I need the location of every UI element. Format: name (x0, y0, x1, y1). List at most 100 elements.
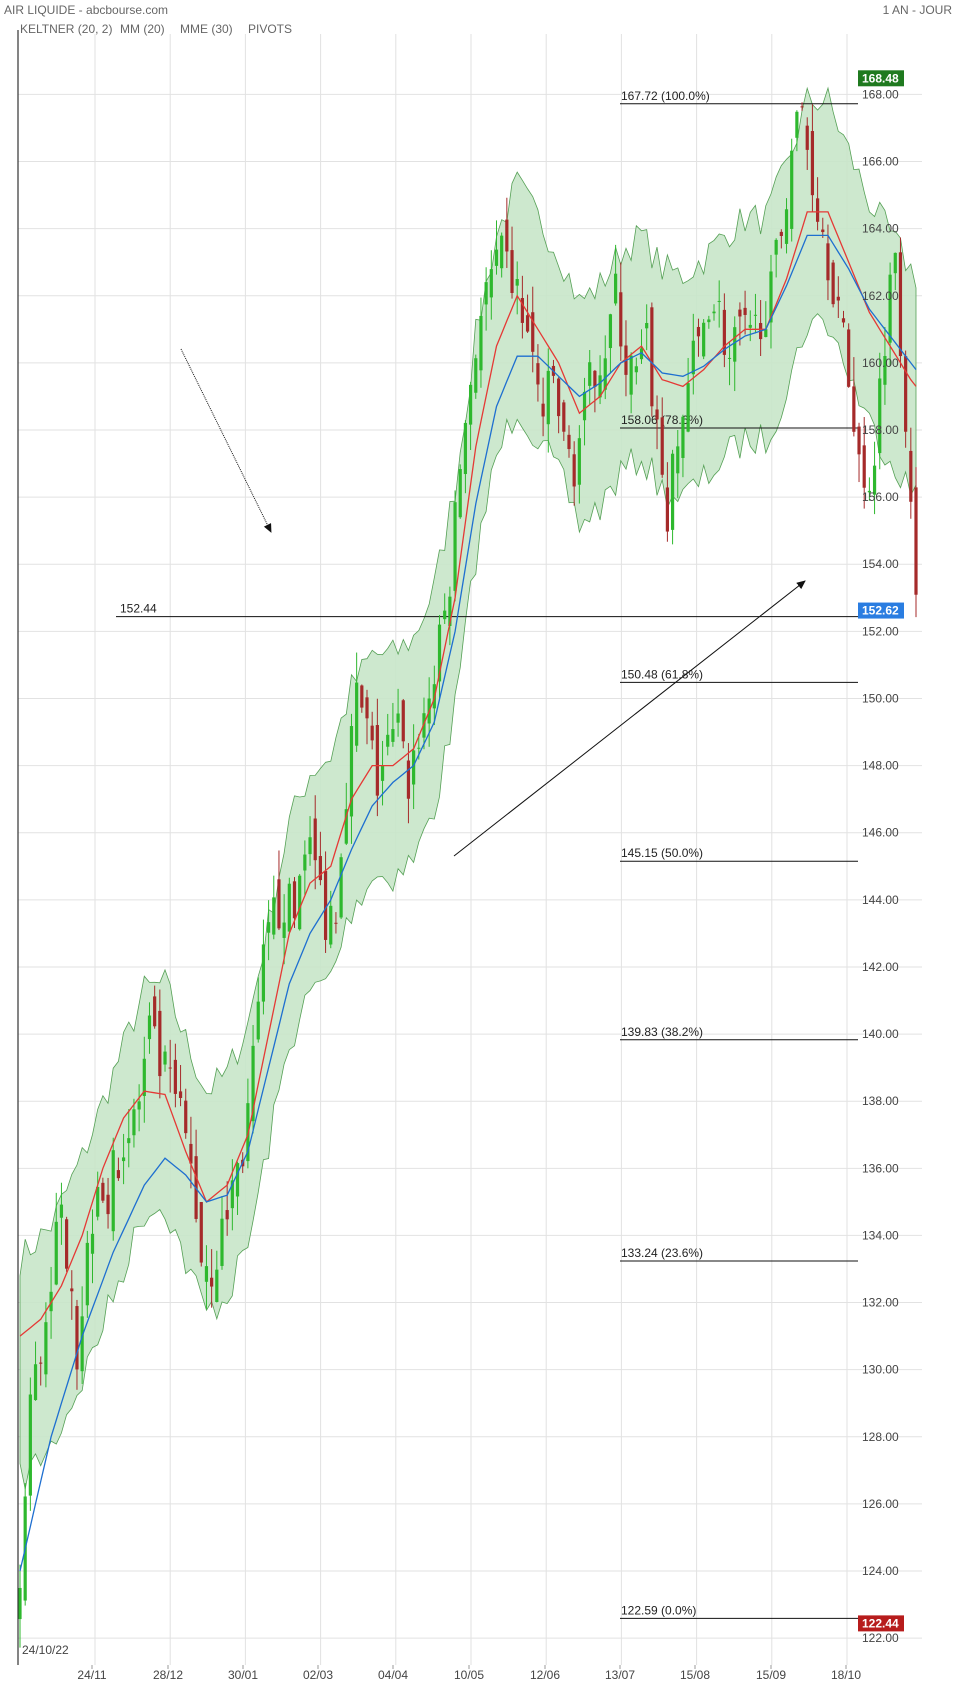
candle-body (681, 416, 685, 458)
candle-body (696, 326, 701, 337)
candle-body (137, 1101, 141, 1110)
candle-body (727, 357, 732, 359)
candle-body (111, 1150, 115, 1232)
candle-body (489, 269, 493, 298)
candle-body (365, 697, 369, 719)
candle-body (733, 327, 737, 362)
candle-body (292, 881, 297, 919)
candle-body (153, 996, 157, 1027)
candle-body (872, 465, 877, 495)
candle-body (323, 870, 328, 940)
candle-body (44, 1322, 48, 1375)
candle-body (298, 875, 302, 930)
candle-body (660, 417, 664, 475)
candle-body (841, 318, 846, 323)
candle-body (562, 402, 566, 432)
candle-body (815, 198, 820, 222)
candle-body (96, 1186, 100, 1217)
candle-body (712, 311, 716, 314)
y-tick-label: 156.00 (862, 490, 899, 504)
y-tick-label: 150.00 (862, 691, 899, 705)
candle-body (878, 378, 882, 454)
start-date-label: 24/10/22 (22, 1643, 69, 1657)
candle-body (75, 1306, 79, 1370)
candle-body (189, 1143, 193, 1164)
candle-body (225, 1210, 229, 1220)
candle-body (629, 355, 633, 395)
candle-body (784, 209, 789, 244)
candle-body (303, 854, 307, 871)
candle-body (28, 1394, 32, 1496)
candle-body (401, 700, 405, 742)
y-tick-label: 158.00 (862, 423, 899, 437)
candle-body (59, 1204, 64, 1218)
candle-body (484, 282, 488, 305)
candle-body (437, 624, 442, 682)
candle-body (235, 1163, 240, 1197)
candle-body (639, 348, 644, 360)
low-badge-bg (858, 1615, 904, 1632)
candle-body (121, 1157, 126, 1162)
candle-body (847, 329, 851, 387)
x-tick-label: 13/07 (605, 1668, 635, 1682)
candle-body (70, 1288, 74, 1292)
x-tick-label: 28/12 (153, 1668, 183, 1682)
candle-body (329, 905, 333, 945)
x-tick-label: 18/10 (831, 1668, 861, 1682)
y-tick-label: 122.00 (862, 1631, 899, 1645)
candle-body (748, 324, 752, 328)
y-tick-label: 126.00 (862, 1497, 899, 1511)
candle-body (634, 366, 638, 373)
candle-body (339, 857, 343, 918)
candle-body (500, 235, 504, 269)
candle-body (386, 734, 390, 747)
candle-body (614, 273, 618, 304)
candle-body (525, 315, 530, 332)
candle-body (670, 453, 675, 530)
candle-body (779, 231, 783, 236)
candle-body (468, 384, 473, 425)
candle-body (370, 725, 374, 741)
y-tick-label: 166.00 (862, 155, 899, 169)
y-tick-label: 164.00 (862, 222, 899, 236)
candle-body (588, 362, 592, 386)
y-axis: 122.00 124.00 126.00 128.00 130.00 132.00 134.… (858, 70, 904, 1645)
candle-body (215, 1269, 219, 1302)
y-tick-label: 134.00 (862, 1228, 899, 1242)
candle-body (39, 1362, 43, 1364)
candle-body (18, 1587, 22, 1620)
candle-body (593, 370, 597, 387)
candle-body (753, 314, 758, 316)
candlesticks (18, 102, 918, 1648)
candle-body (531, 312, 535, 352)
y-tick-label: 152.00 (862, 624, 899, 638)
candle-body (888, 274, 892, 343)
candle-body (805, 125, 809, 150)
last-badge-bg (858, 602, 904, 619)
candle-body (106, 1194, 110, 1215)
x-tick-label: 04/04 (378, 1668, 408, 1682)
legend-mme30: MME (30) (180, 22, 233, 36)
candle-body (132, 1109, 136, 1136)
candle-body (857, 426, 861, 455)
fib-label: 150.48 (61.8%) (621, 667, 703, 681)
candle-body (178, 1091, 183, 1098)
fib-label: 122.59 (0.0%) (621, 1603, 696, 1617)
y-tick-label: 154.00 (862, 557, 899, 571)
candle-body (163, 1051, 167, 1065)
last-badge: 152.62 (862, 604, 899, 618)
candle-body (210, 1277, 214, 1287)
x-tick-label: 02/03 (303, 1668, 333, 1682)
x-tick-label: 10/05 (454, 1668, 484, 1682)
y-tick-label: 142.00 (862, 960, 899, 974)
chart-title: AIR LIQUIDE - abcbourse.com (4, 3, 168, 17)
y-tick-label: 168.00 (862, 87, 899, 101)
candle-body (453, 502, 457, 591)
candle-body (65, 1219, 69, 1269)
candle-body (702, 322, 706, 357)
candle-body (505, 219, 509, 252)
candle-body (380, 765, 385, 781)
candle-body (821, 229, 825, 233)
candle-body (261, 944, 266, 1002)
